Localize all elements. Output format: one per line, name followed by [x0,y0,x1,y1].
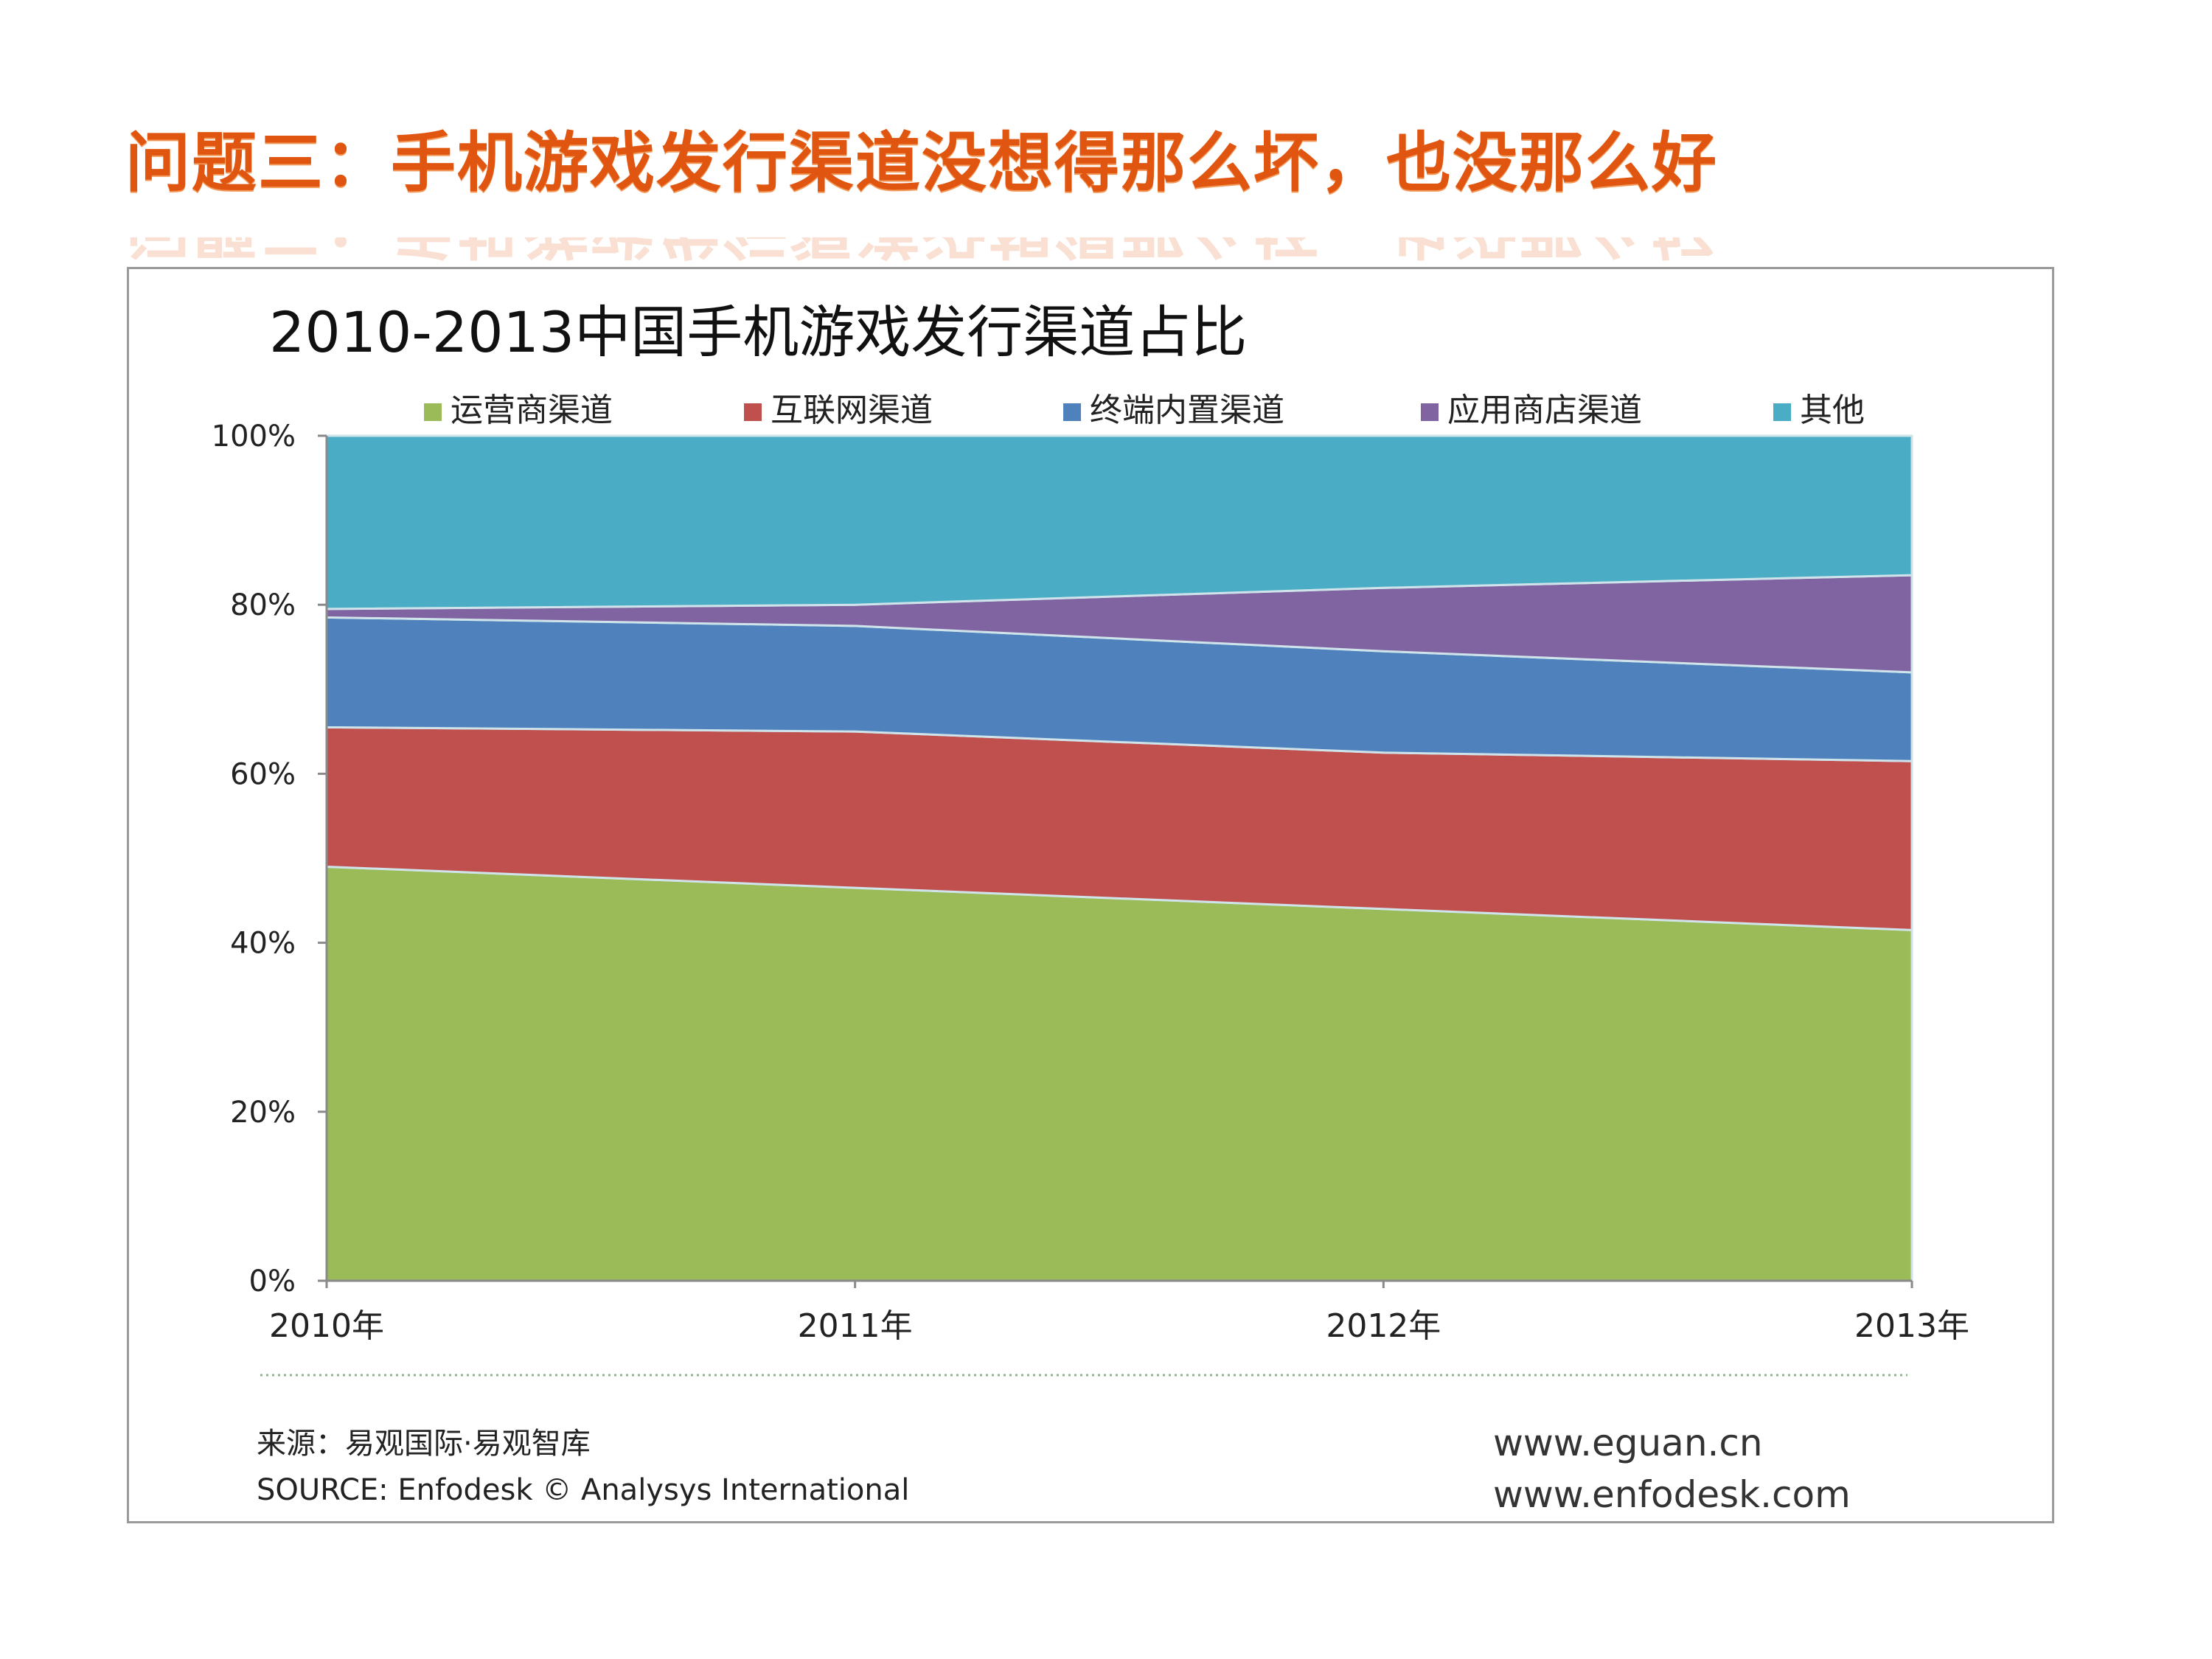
source-cn: 来源：易观国际·易观智库 [257,1427,591,1461]
y-tick-label: 80% [230,588,296,622]
y-tick-label: 0% [249,1265,296,1298]
url-eguan[interactable]: www.eguan.cn [1493,1422,1763,1464]
chart-axes: 0% 20% 40% 60% 80% 100% 2010年 2011年 2012年 2013年 [212,420,1969,1345]
legend-swatch [1063,403,1081,421]
chart-legend: 运营商渠道 互联网渠道 终端内置渠道 应用商店渠道 其他 [424,392,1865,429]
chart-canvas: 2010-2013中国手机游戏发行渠道占比 运营商渠道 互联网渠道 终端内置渠道 应用… [212,299,1969,1377]
x-tick-label: 2010年 [269,1307,384,1345]
y-tick-label: 20% [230,1096,296,1130]
legend-label: 互联网渠道 [771,392,933,429]
chart-title: 2010-2013中国手机游戏发行渠道占比 [269,299,1247,365]
x-tick-label: 2013年 [1854,1307,1969,1345]
url-enfodesk[interactable]: www.enfodesk.com [1493,1473,1851,1516]
chart-frame: 2010-2013中国手机游戏发行渠道占比 运营商渠道 互联网渠道 终端内置渠道 应用… [127,267,2054,1523]
y-tick-label: 40% [230,927,296,961]
legend-swatch [744,403,762,421]
source-en: SOURCE: Enfodesk © Analysys Internationa… [257,1473,910,1507]
legend-swatch [1773,403,1791,421]
x-tick-label: 2012年 [1326,1307,1441,1345]
x-tick-label: 2011年 [798,1307,913,1345]
area-series-1 [325,865,1913,1282]
legend-swatch [424,403,442,421]
legend-label: 终端内置渠道 [1090,392,1284,429]
area-series-5 [325,434,1913,611]
legend-label: 其他 [1800,392,1865,429]
y-tick-label: 100% [212,420,296,453]
legend-label: 应用商店渠道 [1447,392,1642,429]
y-tick-label: 60% [230,757,296,791]
legend-swatch [1421,403,1439,421]
slide-title: 问题三：手机游戏发行渠道没想得那么坏，也没那么好 [125,125,1719,201]
legend-label: 运营商渠道 [451,392,613,429]
chart-areas [325,434,1913,1282]
